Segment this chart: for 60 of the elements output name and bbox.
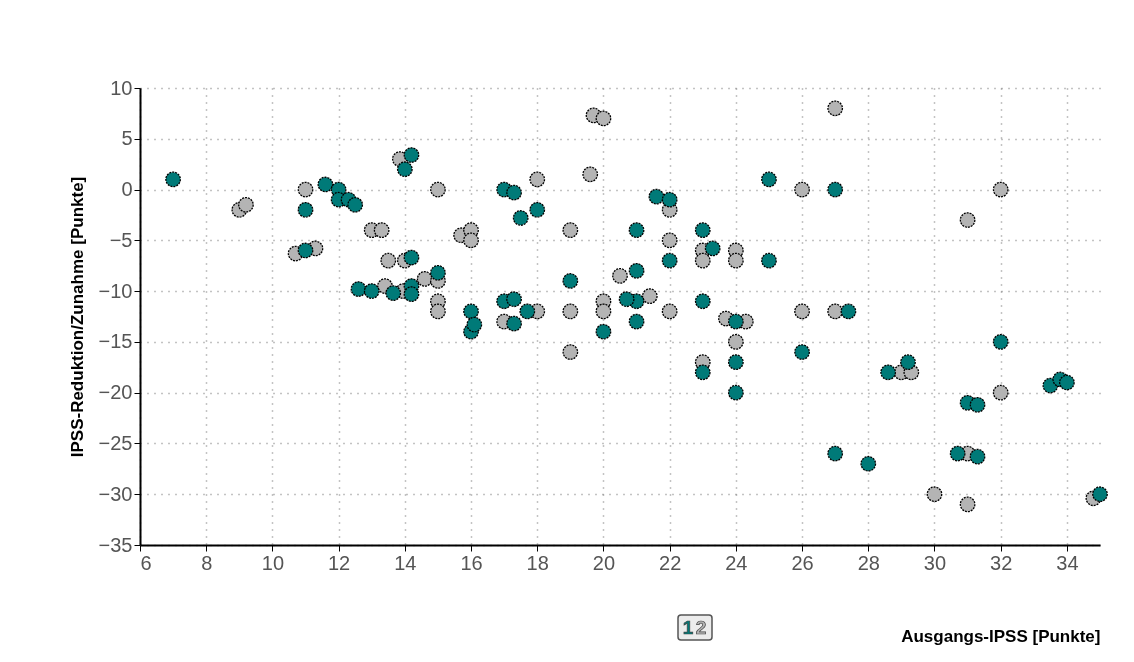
y-tick-label: −20 [98,381,133,404]
y-tick-label: −15 [98,330,133,353]
y-tick-label: −25 [98,431,133,454]
x-tick-label: 30 [923,551,947,574]
x-tick-label: 16 [460,551,483,574]
x-tick-label: 34 [1056,551,1079,574]
y-tick-label: 0 [121,178,133,201]
x-axis-title: Ausgangs-IPSS [Punkte] [901,626,1101,646]
point [373,222,390,239]
x-tick-label: 22 [659,551,682,574]
point [430,303,446,320]
point [694,252,711,269]
x-tick-label: 8 [201,551,213,574]
point [727,334,744,350]
x-tick-label: 12 [328,551,351,574]
point [959,212,976,228]
text: 2 [695,617,707,638]
x-tick-label: 28 [857,551,880,574]
point [595,303,612,320]
point [794,303,810,320]
point [992,181,1009,198]
x-tick-label: 6 [140,551,152,574]
point [595,110,612,127]
x-tick-label: 20 [592,551,616,574]
y-tick-label: −5 [109,228,133,251]
x-tick-label: 32 [990,551,1013,574]
point [641,288,658,305]
point [562,344,579,360]
point [827,100,844,117]
y-tick-label: −35 [98,533,133,556]
point [463,232,479,249]
point [612,268,628,284]
point [380,252,397,269]
point [926,486,943,503]
point [562,303,579,320]
y-tick-label: −30 [98,482,133,505]
point [727,252,744,269]
point [238,196,254,213]
text: 1 [682,617,694,638]
y-tick-label: −10 [98,279,133,302]
y-tick-label: 5 [121,127,133,150]
point [297,181,314,198]
point [529,171,546,188]
point [582,166,599,183]
point [661,303,678,320]
x-tick-label: 10 [261,551,285,574]
point [827,303,844,320]
point [661,232,678,249]
x-tick-label: 24 [725,551,748,574]
y-axis-title: IPSS-Reduktion/Zunahme [Punkte] [67,176,87,458]
point [416,271,433,287]
point [959,496,976,513]
point [562,222,579,239]
point [430,181,446,198]
point [992,384,1009,401]
x-tick-label: 18 [526,551,549,574]
x-tick-label: 14 [394,551,417,574]
x-tick-label: 26 [791,551,814,574]
y-tick-label: 10 [110,76,133,99]
point [794,181,810,198]
